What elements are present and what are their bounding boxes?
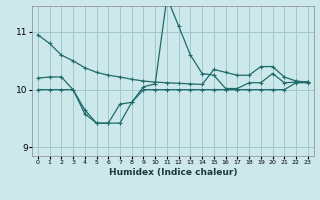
X-axis label: Humidex (Indice chaleur): Humidex (Indice chaleur)	[108, 168, 237, 177]
